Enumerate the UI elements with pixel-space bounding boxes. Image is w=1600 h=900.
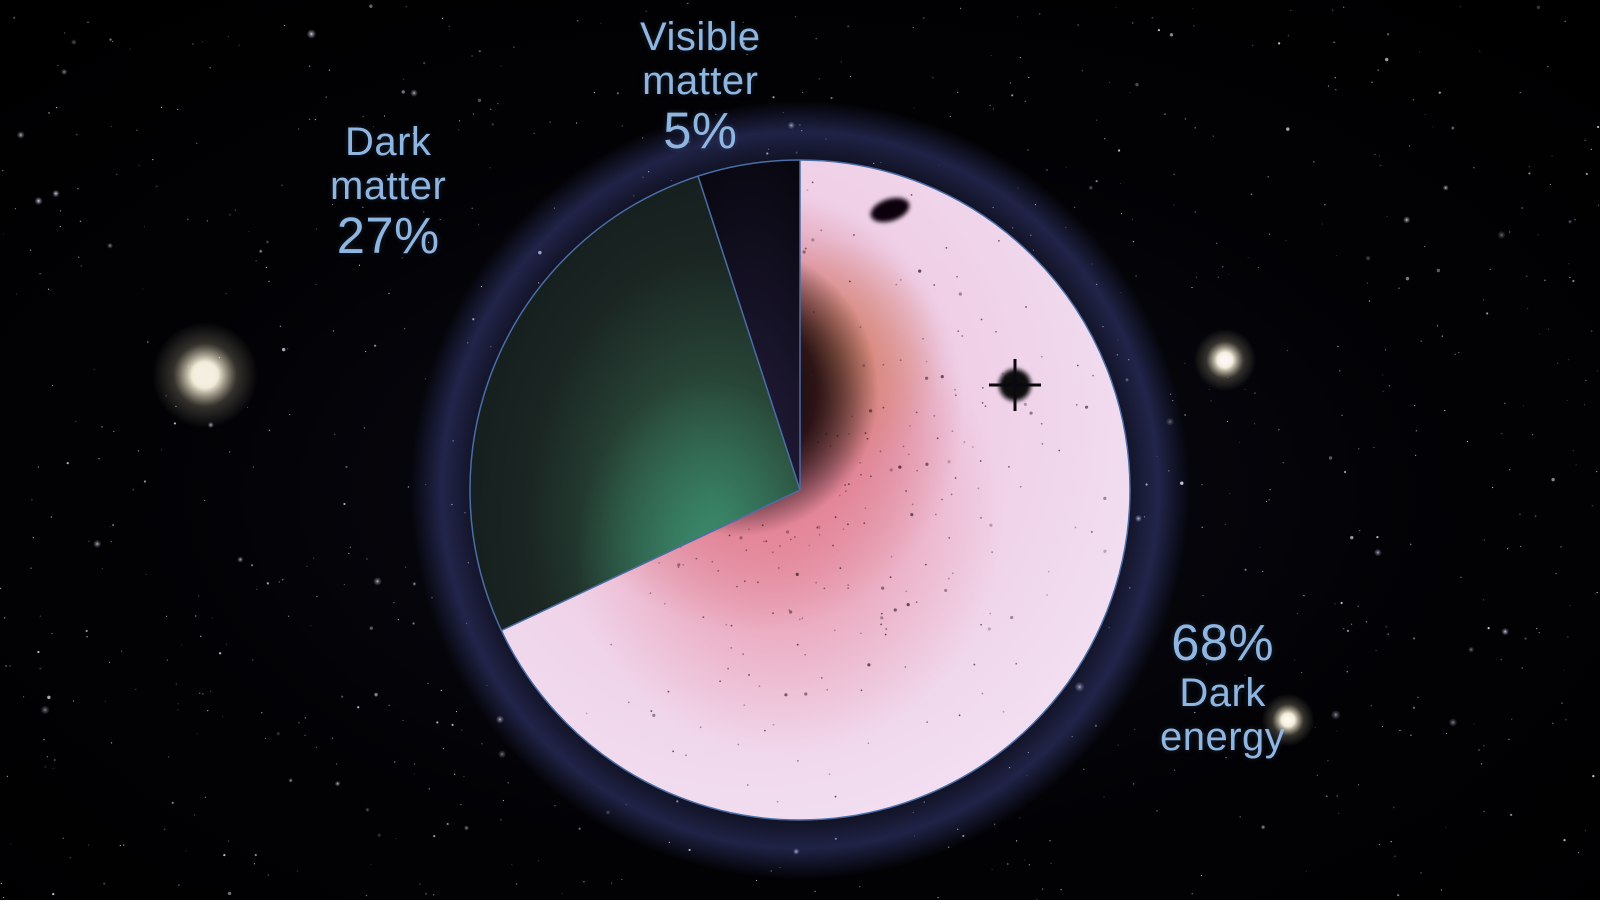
chart-svg	[0, 0, 1600, 900]
label-line: matter	[330, 164, 446, 208]
label-line: Visible	[640, 15, 761, 59]
label-pct: 5%	[640, 103, 761, 159]
label-dark_energy: 68%Darkenergy	[1160, 615, 1285, 759]
label-pct: 27%	[330, 208, 446, 264]
label-dark_matter: Darkmatter27%	[330, 120, 446, 264]
label-pct: 68%	[1160, 615, 1285, 671]
chart-stage: 68%DarkenergyDarkmatter27%Visiblematter5…	[0, 0, 1600, 900]
label-visible_matter: Visiblematter5%	[640, 15, 761, 159]
label-line: Dark	[1160, 671, 1285, 715]
label-line: matter	[640, 59, 761, 103]
label-line: Dark	[330, 120, 446, 164]
label-line: energy	[1160, 715, 1285, 759]
